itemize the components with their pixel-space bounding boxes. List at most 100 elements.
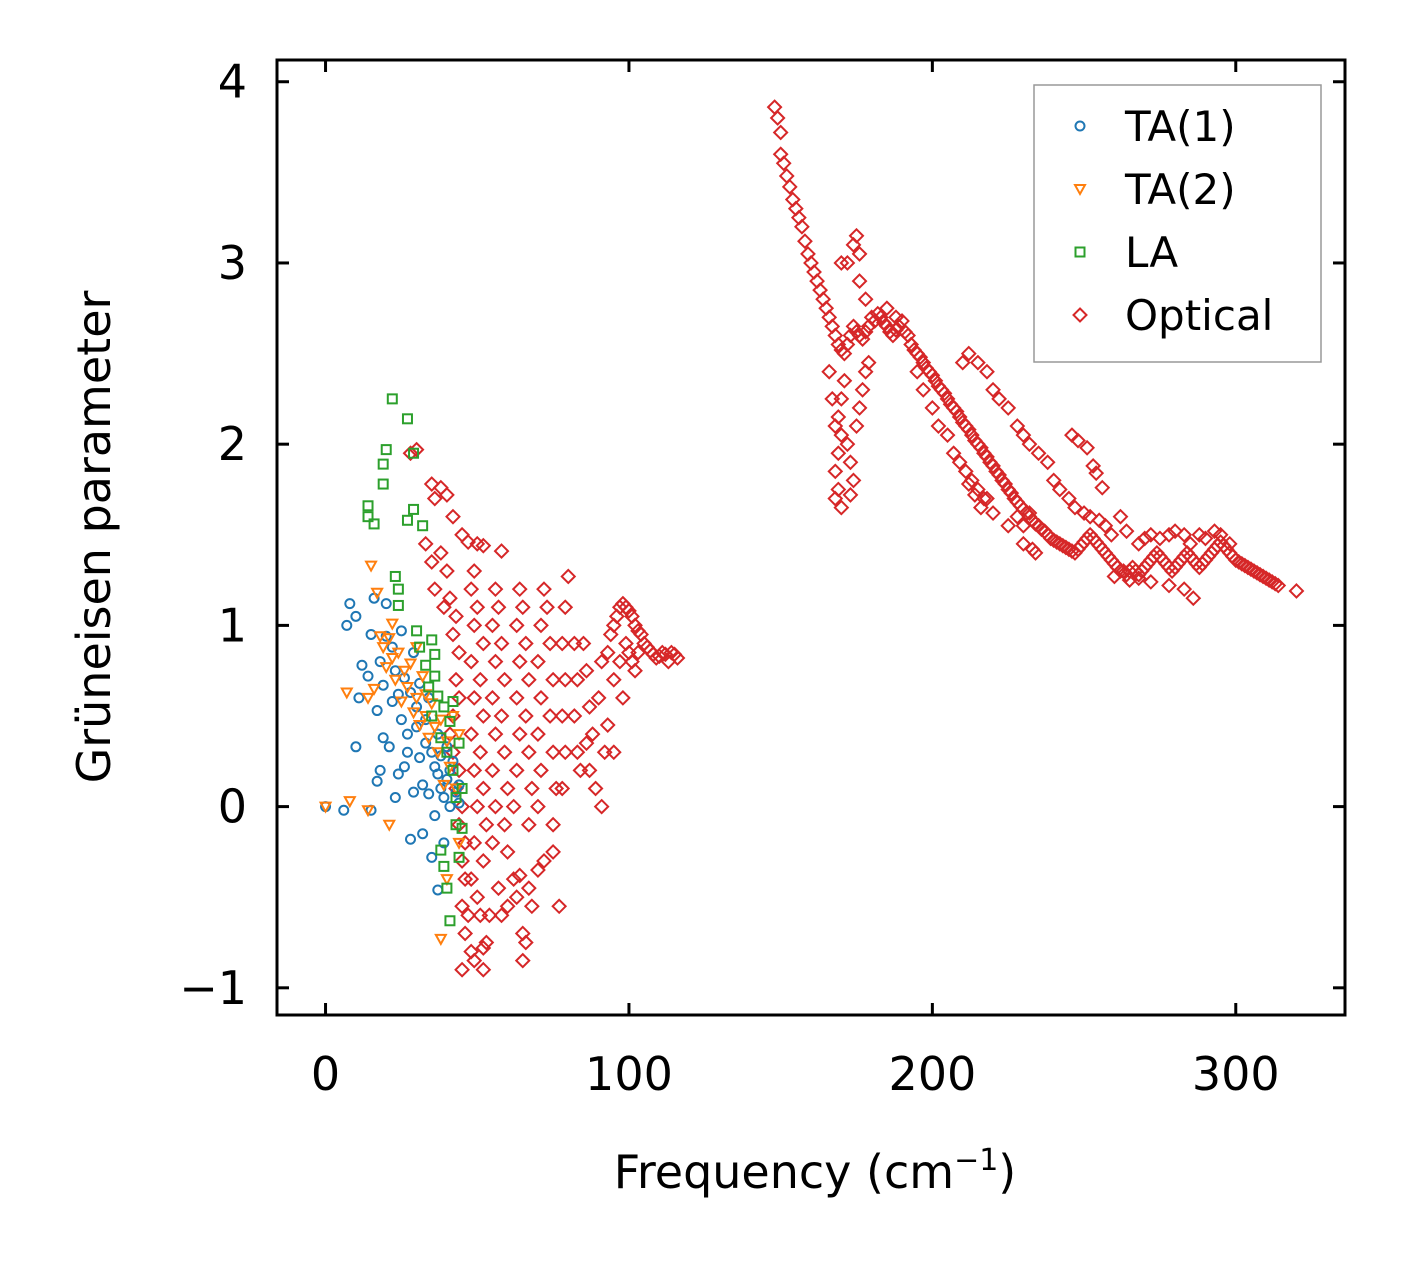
data-point [851,400,868,416]
y-axis-title: Grüneisen parameter [67,290,121,783]
data-point [827,490,844,507]
axis-ticks: 0 100 200 300 −1 0 1 2 3 4 [179,55,1345,1101]
data-point [1030,445,1047,462]
x-axis-title-superscript: −1 [954,1143,998,1178]
data-point [839,436,856,453]
data-point [460,907,477,924]
data-point [530,862,546,878]
data-point [1106,568,1123,585]
data-point [448,671,464,688]
data-point [447,764,459,776]
data-point [508,762,525,779]
y-tick-label: −1 [179,961,247,1015]
data-point [472,671,489,688]
data-point [523,780,540,797]
data-point [452,837,466,850]
data-point [475,635,492,652]
data-point [927,372,944,389]
data-point [997,476,1014,492]
data-point [966,487,983,503]
data-point [985,458,1001,474]
data-point [487,798,504,815]
data-point [448,608,464,625]
data-point [385,653,399,666]
data-point [948,403,965,420]
data-point [1176,581,1193,598]
data-point [318,801,333,814]
data-point [836,372,853,389]
data-point [490,599,507,616]
plot-frame [275,58,1347,1017]
data-point [930,418,947,434]
data-point [972,439,989,456]
data-point [1015,535,1032,552]
data-point [505,871,522,888]
data-point [451,689,467,706]
data-point [386,695,398,707]
data-point [833,499,850,516]
data-point [969,354,986,371]
data-point [429,810,441,822]
data-point [417,520,429,532]
data-point [466,617,483,634]
data-point [630,644,646,661]
data-point [1142,526,1159,543]
data-point [517,708,534,724]
data-point [475,708,492,724]
data-point [839,336,856,353]
data-point [440,874,454,887]
data-point [371,775,383,787]
data-point [1021,436,1038,453]
data-point [415,671,430,684]
data-point [487,581,504,598]
data-point [530,726,546,743]
data-point [939,390,956,407]
data-point [1009,508,1026,525]
data-point [382,819,396,832]
data-point [602,626,619,643]
data-point [1094,479,1111,496]
data-point [781,178,798,195]
data-point [443,761,457,774]
data-point [1161,577,1177,594]
data-point [833,390,850,407]
data-point [909,363,926,380]
data-point [915,381,932,398]
data-point [848,418,865,434]
data-point [493,708,510,724]
data-point [520,744,537,761]
data-point [386,641,398,653]
data-point [412,720,427,733]
data-point [499,843,516,860]
data-point [487,653,504,670]
data-point [463,726,480,743]
data-point [903,336,920,353]
data-point [456,782,468,794]
data-point [451,644,467,661]
data-point [438,860,450,872]
data-point [466,834,483,851]
data-point [1161,526,1177,543]
data-point [536,853,552,869]
data-point [991,467,1008,483]
data-point [1003,485,1020,502]
data-point [493,907,510,924]
data-point [857,363,874,380]
data-point [400,682,415,695]
data-point [860,354,877,371]
data-point [542,635,558,652]
data-point [1130,570,1147,587]
data-point [401,746,413,758]
data-point [1185,590,1202,607]
data-point [824,390,841,407]
data-point [523,898,540,915]
data-point [596,744,613,761]
data-point [487,726,504,743]
data-point [484,617,501,634]
data-point [499,780,516,797]
data-point [475,961,492,978]
data-point [505,798,522,815]
data-point [374,764,386,776]
data-point [389,792,401,804]
